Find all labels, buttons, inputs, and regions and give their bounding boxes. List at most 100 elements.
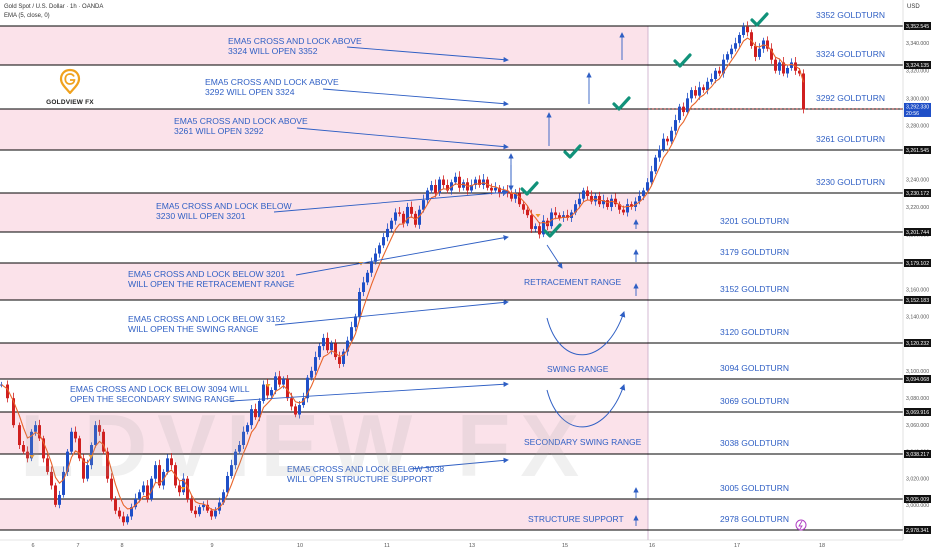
time-axis[interactable]: 6 7 8 9 10 11 13 15 16 17 18 — [0, 539, 932, 550]
candle-body — [290, 398, 293, 407]
time-tick-label: 18 — [819, 543, 825, 549]
candle-body — [286, 379, 289, 399]
time-tick-label: 10 — [297, 543, 303, 549]
candle-body — [130, 507, 133, 517]
time-axis-bg — [0, 540, 932, 550]
candle-body — [314, 357, 317, 371]
candle-body — [670, 130, 673, 142]
range-label: RETRACEMENT RANGE — [524, 277, 621, 287]
candle-body — [378, 245, 381, 254]
retracement-arrow — [546, 244, 563, 269]
annotation-text: EMA5 CROSS AND LOCK BELOW 3152 — [128, 314, 285, 324]
candle-body — [154, 465, 157, 479]
candle-body — [166, 458, 169, 472]
candle-body — [514, 193, 517, 199]
candle-body — [510, 193, 513, 199]
candle-body — [722, 59, 725, 74]
logo-pin-icon — [59, 68, 81, 95]
annotation-text: WILL OPEN STRUCTURE SUPPORT — [287, 474, 433, 484]
level-price-badge — [904, 450, 931, 458]
price-tick-label: 3,220.000 — [906, 205, 929, 211]
candle-body — [374, 253, 377, 262]
candle-body — [362, 282, 365, 293]
candle-body — [194, 510, 197, 515]
candle-body — [66, 451, 69, 472]
candle-body — [50, 471, 53, 486]
candle-body — [602, 200, 605, 205]
current-price-text: 3,292.330 — [906, 104, 929, 110]
candle-body — [82, 458, 85, 479]
annotation-text: EMA5 CROSS AND LOCK ABOVE — [174, 116, 308, 126]
candle-body — [718, 70, 721, 74]
candle-body — [114, 499, 117, 511]
annotation-text: 3292 WILL OPEN 3324 — [205, 87, 295, 97]
check-mark-icon — [563, 144, 582, 159]
candle-body — [230, 465, 233, 476]
level-price-badge — [904, 495, 931, 503]
candle-body — [22, 445, 25, 452]
candle-body — [298, 405, 301, 415]
candle-body — [638, 195, 641, 202]
goldturn-label: 3261 GOLDTURN — [816, 134, 885, 144]
price-axis[interactable]: 3,340.000 3,320.000 3,300.000 3,280.000 3,26… — [902, 0, 932, 550]
candle-body — [94, 425, 97, 446]
annotation-text: EMA5 CROSS AND LOCK ABOVE — [205, 77, 339, 87]
candle-body — [402, 213, 405, 224]
signal-triangle — [180, 487, 186, 491]
candle-body — [6, 384, 9, 399]
signal-triangle — [265, 384, 271, 388]
price-axis-bg — [903, 0, 932, 550]
candle-body — [126, 516, 129, 523]
level-price-text: 2,978.341 — [906, 528, 929, 534]
candle-body — [698, 87, 701, 96]
goldview-logo: GOLDVIEW FX — [40, 68, 100, 106]
range-label: SECONDARY SWING RANGE — [524, 437, 642, 447]
secondary-swing-curve — [546, 384, 626, 428]
candle-body — [354, 316, 357, 328]
candle-body — [278, 376, 281, 385]
candle-body — [214, 510, 217, 517]
candle-body — [98, 425, 101, 432]
candle-body — [714, 70, 717, 80]
candle-body — [658, 149, 661, 158]
time-tick-label: 13 — [469, 543, 475, 549]
annotation-arrow — [274, 299, 509, 326]
goldturn-label: 3038 GOLDTURN — [720, 438, 789, 448]
level-price-badge — [904, 228, 931, 236]
candle-body — [754, 45, 757, 57]
level-price-text: 3,352.545 — [906, 24, 929, 30]
candle-body — [694, 90, 697, 96]
candle-body — [446, 185, 449, 191]
candle-body — [750, 32, 753, 46]
candle-body — [486, 179, 489, 188]
candle-body — [110, 478, 113, 500]
candle-body — [802, 73, 805, 110]
level-price-text: 3,230.172 — [906, 191, 929, 197]
indicator-legend[interactable]: EMA (5, close, 0) — [4, 13, 50, 19]
price-tick-label: 3,080.000 — [906, 396, 929, 402]
lightning-bolt — [798, 520, 803, 530]
level-price-text: 3,069.916 — [906, 410, 929, 416]
logo-text: GOLDVIEW FX — [46, 99, 94, 106]
check-mark-icon — [612, 96, 631, 111]
level-price-badge — [904, 296, 931, 304]
level-price-badge — [904, 375, 931, 383]
candle-body — [598, 195, 601, 205]
candle-body — [678, 106, 681, 121]
time-tick-label: 16 — [649, 543, 655, 549]
signal-triangle — [535, 214, 541, 218]
check-mark-icon — [543, 223, 562, 238]
candle-body — [766, 40, 769, 49]
price-tick-label: 3,060.000 — [906, 423, 929, 429]
candle-body — [586, 190, 589, 196]
candle-body — [422, 200, 425, 210]
candle-body — [778, 62, 781, 71]
candle-body — [122, 516, 125, 523]
goldturn-label: 3069 GOLDTURN — [720, 396, 789, 406]
candle-body — [318, 346, 321, 358]
annotation-text: EMA5 CROSS AND LOCK BELOW — [156, 201, 293, 211]
price-tick-label: 3,340.000 — [906, 41, 929, 47]
level-price-badge — [904, 339, 931, 347]
level-price-text: 3,201.744 — [906, 230, 929, 236]
